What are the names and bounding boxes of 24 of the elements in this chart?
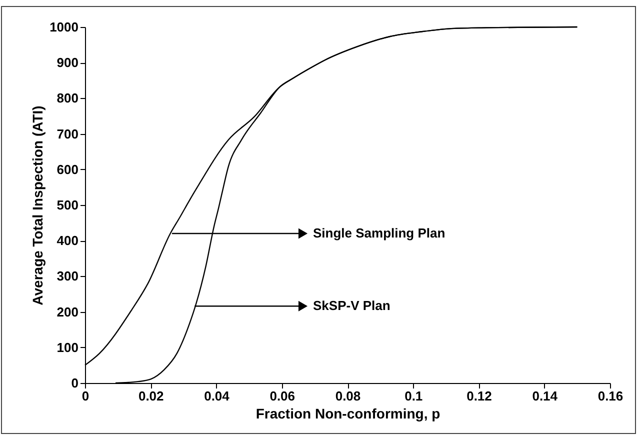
x-tick-label: 0.14 <box>532 388 558 404</box>
y-tick-label: 600 <box>56 162 78 177</box>
x-tick-label: 0.12 <box>466 388 492 404</box>
annotation: SkSP-V Plan <box>313 298 390 314</box>
y-tick-label: 300 <box>56 268 78 284</box>
x-tick-label: 0 <box>82 388 90 404</box>
x-axis-title: Fraction Non-conforming, p <box>256 406 440 422</box>
y-tick-label: 100 <box>56 340 78 355</box>
y-tick-label: 0 <box>71 376 78 390</box>
x-tick-label: 0.04 <box>204 388 230 404</box>
y-axis-title: Average Total Inspection (ATI) <box>30 106 46 306</box>
x-tick-label: 0.1 <box>404 388 423 404</box>
y-tick-label: 700 <box>56 126 78 142</box>
y-tick-label: 200 <box>56 304 78 320</box>
x-tick-label: 0.06 <box>270 388 296 404</box>
annotation: Single Sampling Plan <box>313 225 446 240</box>
y-tick-label: 500 <box>56 198 78 212</box>
y-tick-label: 900 <box>56 55 78 70</box>
y-tick-label: 1000 <box>50 20 78 34</box>
y-tick-label: 400 <box>56 233 78 248</box>
x-tick-label: 0.16 <box>598 388 624 404</box>
x-tick-label: 0.08 <box>335 388 361 404</box>
x-tick-label: 0.02 <box>138 388 164 404</box>
y-tick-label: 800 <box>56 90 78 106</box>
